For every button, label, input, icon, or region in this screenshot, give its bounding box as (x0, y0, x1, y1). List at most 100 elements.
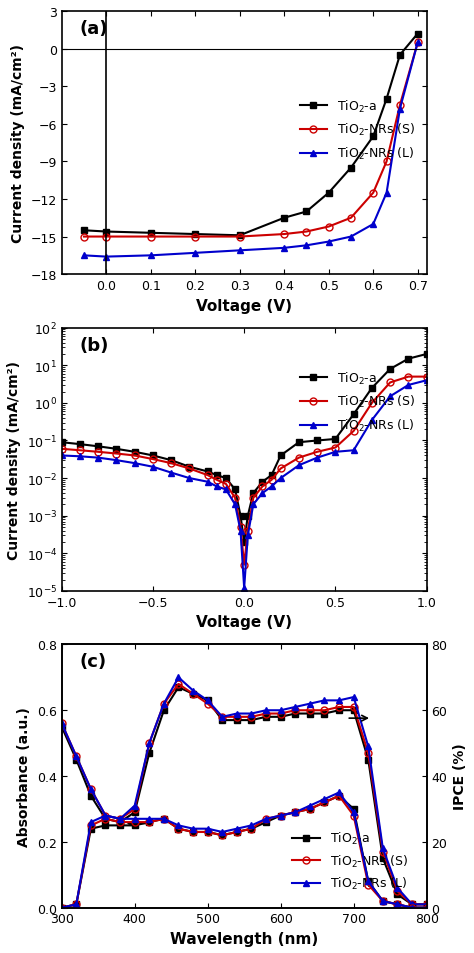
TiO$_2$-NRs (L) (176, 672, 182, 683)
TiO$_2$-a (77, 439, 83, 451)
TiO$_2$-a (278, 450, 283, 461)
TiO$_2$-NRs (S) (241, 559, 247, 571)
TiO$_2$-a (263, 711, 269, 722)
TiO$_2$-NRs (L) (59, 450, 64, 461)
TiO$_2$-NRs (S) (336, 701, 342, 713)
TiO$_2$-NRs (S) (415, 37, 420, 49)
TiO$_2$-a (369, 383, 375, 395)
TiO$_2$-NRs (S) (333, 442, 338, 454)
TiO$_2$-NRs (L) (187, 473, 192, 484)
TiO$_2$-a (187, 461, 192, 473)
TiO$_2$-NRs (S) (409, 899, 415, 910)
TiO$_2$-NRs (L) (103, 252, 109, 263)
TiO$_2$-NRs (S) (161, 699, 167, 710)
Line: TiO$_2$-NRs (L): TiO$_2$-NRs (L) (58, 674, 430, 908)
TiO$_2$-NRs (S) (278, 463, 283, 475)
Text: (a): (a) (80, 20, 109, 38)
TiO$_2$-NRs (L) (278, 473, 283, 484)
TiO$_2$-NRs (S) (369, 397, 375, 409)
TiO$_2$-a (322, 708, 328, 720)
TiO$_2$-NRs (L) (263, 705, 269, 717)
TiO$_2$-NRs (L) (205, 695, 210, 706)
Y-axis label: IPCE (%): IPCE (%) (453, 743, 467, 809)
TiO$_2$-NRs (S) (326, 221, 332, 233)
TiO$_2$-NRs (L) (150, 461, 156, 473)
TiO$_2$-a (103, 227, 109, 238)
TiO$_2$-a (237, 231, 243, 242)
TiO$_2$-NRs (L) (397, 104, 403, 115)
TiO$_2$-NRs (S) (117, 813, 123, 824)
TiO$_2$-NRs (L) (234, 708, 240, 720)
Legend: TiO$_2$-a, TiO$_2$-NRs (S), TiO$_2$-NRs (L): TiO$_2$-a, TiO$_2$-NRs (S), TiO$_2$-NRs … (295, 93, 420, 167)
TiO$_2$-a (150, 450, 156, 461)
TiO$_2$-NRs (L) (304, 240, 310, 252)
TiO$_2$-NRs (L) (161, 699, 167, 710)
TiO$_2$-a (326, 188, 332, 199)
TiO$_2$-NRs (L) (351, 692, 356, 703)
TiO$_2$-a (190, 688, 196, 700)
TiO$_2$-a (304, 207, 310, 218)
TiO$_2$-a (241, 537, 247, 548)
TiO$_2$-NRs (L) (168, 467, 174, 478)
TiO$_2$-NRs (S) (370, 188, 376, 199)
TiO$_2$-NRs (L) (278, 705, 283, 717)
TiO$_2$-NRs (S) (73, 751, 79, 762)
TiO$_2$-a (296, 437, 302, 449)
TiO$_2$-a (269, 470, 274, 481)
TiO$_2$-a (351, 705, 356, 717)
TiO$_2$-NRs (S) (234, 711, 240, 722)
TiO$_2$-NRs (L) (322, 695, 328, 706)
TiO$_2$-NRs (S) (187, 463, 192, 475)
TiO$_2$-a (219, 715, 225, 726)
TiO$_2$-a (380, 853, 386, 864)
TiO$_2$-NRs (S) (348, 213, 354, 224)
TiO$_2$-a (176, 681, 182, 693)
TiO$_2$-NRs (L) (336, 695, 342, 706)
Y-axis label: Absorbance (a.u.): Absorbance (a.u.) (17, 706, 31, 846)
TiO$_2$-NRs (S) (103, 232, 109, 243)
TiO$_2$-a (59, 437, 64, 449)
Line: TiO$_2$-NRs (S): TiO$_2$-NRs (S) (58, 680, 430, 908)
TiO$_2$-a (81, 225, 87, 236)
TiO$_2$-NRs (L) (148, 251, 154, 262)
TiO$_2$-NRs (L) (146, 738, 152, 749)
TiO$_2$-NRs (L) (260, 488, 265, 499)
TiO$_2$-NRs (L) (192, 248, 198, 259)
TiO$_2$-NRs (L) (380, 842, 386, 854)
TiO$_2$-NRs (L) (424, 375, 429, 387)
TiO$_2$-a (406, 354, 411, 365)
TiO$_2$-NRs (L) (394, 882, 400, 894)
Line: TiO$_2$-NRs (S): TiO$_2$-NRs (S) (58, 374, 430, 569)
TiO$_2$-NRs (L) (409, 899, 415, 910)
TiO$_2$-NRs (L) (250, 499, 256, 511)
TiO$_2$-NRs (S) (292, 705, 298, 717)
TiO$_2$-NRs (L) (406, 380, 411, 392)
TiO$_2$-NRs (S) (59, 718, 64, 729)
TiO$_2$-NRs (S) (384, 156, 390, 168)
TiO$_2$-NRs (S) (296, 453, 302, 464)
TiO$_2$-NRs (S) (148, 232, 154, 243)
TiO$_2$-NRs (L) (241, 582, 247, 594)
TiO$_2$-NRs (L) (314, 453, 320, 464)
TiO$_2$-NRs (L) (370, 219, 376, 231)
TiO$_2$-a (292, 708, 298, 720)
TiO$_2$-NRs (L) (103, 810, 109, 821)
TiO$_2$-NRs (L) (95, 453, 101, 464)
TiO$_2$-a (73, 754, 79, 765)
Line: TiO$_2$-a: TiO$_2$-a (58, 351, 430, 546)
TiO$_2$-a (370, 132, 376, 143)
TiO$_2$-a (397, 51, 403, 62)
TiO$_2$-NRs (S) (263, 708, 269, 720)
TiO$_2$-NRs (L) (269, 481, 274, 493)
TiO$_2$-NRs (S) (245, 525, 251, 537)
TiO$_2$-NRs (L) (237, 525, 243, 537)
TiO$_2$-NRs (S) (282, 229, 287, 240)
TiO$_2$-NRs (L) (387, 391, 393, 402)
TiO$_2$-NRs (S) (223, 478, 229, 490)
TiO$_2$-a (424, 349, 429, 360)
TiO$_2$-NRs (L) (424, 899, 429, 910)
TiO$_2$-a (148, 228, 154, 239)
TiO$_2$-NRs (S) (214, 475, 219, 486)
TiO$_2$-NRs (S) (81, 232, 87, 243)
TiO$_2$-NRs (L) (333, 447, 338, 458)
